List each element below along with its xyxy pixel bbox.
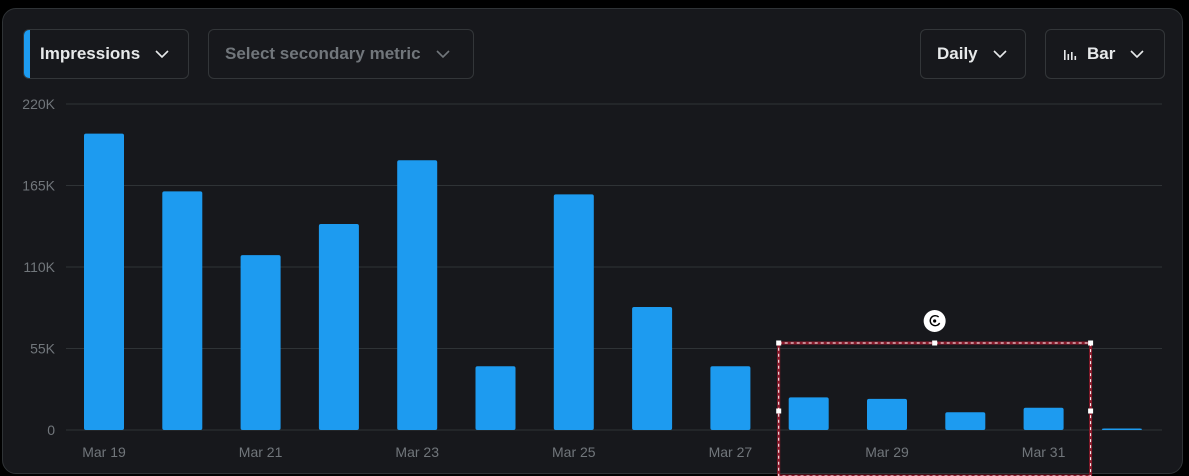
x-axis-ticks: Mar 19 Mar 21 Mar 23 Mar 25 Mar 27 Mar 29 Mar … <box>82 444 1065 460</box>
bar[interactable] <box>945 412 986 430</box>
bar[interactable] <box>162 191 203 430</box>
chart-type-label: Bar <box>1087 44 1116 63</box>
bar[interactable] <box>788 397 829 430</box>
chevron-down-icon <box>154 49 170 59</box>
bar[interactable] <box>318 224 359 430</box>
x-tick-label: Mar 25 <box>552 444 596 460</box>
x-tick-label: Mar 31 <box>1022 444 1066 460</box>
resize-handle[interactable] <box>776 408 782 414</box>
x-tick-label: Mar 19 <box>82 444 126 460</box>
bar[interactable] <box>867 398 907 430</box>
rotate-handle-icon[interactable] <box>923 310 946 332</box>
bar[interactable] <box>240 255 281 430</box>
bar[interactable] <box>1101 428 1142 431</box>
bar[interactable] <box>397 160 438 431</box>
chevron-down-icon <box>992 49 1008 59</box>
bar[interactable] <box>632 307 673 430</box>
x-tick-label: Mar 29 <box>865 444 909 460</box>
bars <box>84 133 1142 431</box>
metric-color-swatch <box>24 30 30 78</box>
bar-chart-icon <box>1063 47 1077 61</box>
resize-handle[interactable] <box>932 340 938 346</box>
primary-metric-label: Impressions <box>40 44 141 63</box>
chevron-down-icon <box>435 49 451 59</box>
bar[interactable] <box>553 194 594 430</box>
grid-lines <box>66 103 1162 431</box>
y-tick-label: 165K <box>22 178 55 194</box>
secondary-metric-dropdown[interactable]: Select secondary metric <box>208 29 474 79</box>
x-tick-label: Mar 23 <box>395 444 439 460</box>
resize-handle[interactable] <box>1088 340 1094 346</box>
x-tick-label: Mar 21 <box>239 444 283 460</box>
y-tick-label: 0 <box>47 422 55 438</box>
chart-type-dropdown[interactable]: Bar <box>1045 29 1165 79</box>
primary-metric-dropdown[interactable]: Impressions <box>23 29 189 79</box>
y-tick-label: 220K <box>22 96 55 112</box>
y-tick-label: 55K <box>30 341 56 357</box>
interval-label: Daily <box>937 44 978 63</box>
bar[interactable] <box>84 133 124 431</box>
y-tick-label: 110K <box>23 259 55 275</box>
bar[interactable] <box>1023 407 1064 430</box>
bar[interactable] <box>710 366 751 430</box>
bar[interactable] <box>475 366 516 430</box>
secondary-metric-placeholder: Select secondary metric <box>225 44 421 63</box>
chevron-down-icon <box>1129 49 1145 59</box>
interval-dropdown[interactable]: Daily <box>920 29 1026 79</box>
selection-box[interactable] <box>776 310 1094 476</box>
y-axis-ticks: 0 55K 110K 165K 220K <box>22 96 55 438</box>
x-tick-label: Mar 27 <box>709 444 753 460</box>
resize-handle[interactable] <box>1088 408 1094 414</box>
resize-handle[interactable] <box>776 340 782 346</box>
